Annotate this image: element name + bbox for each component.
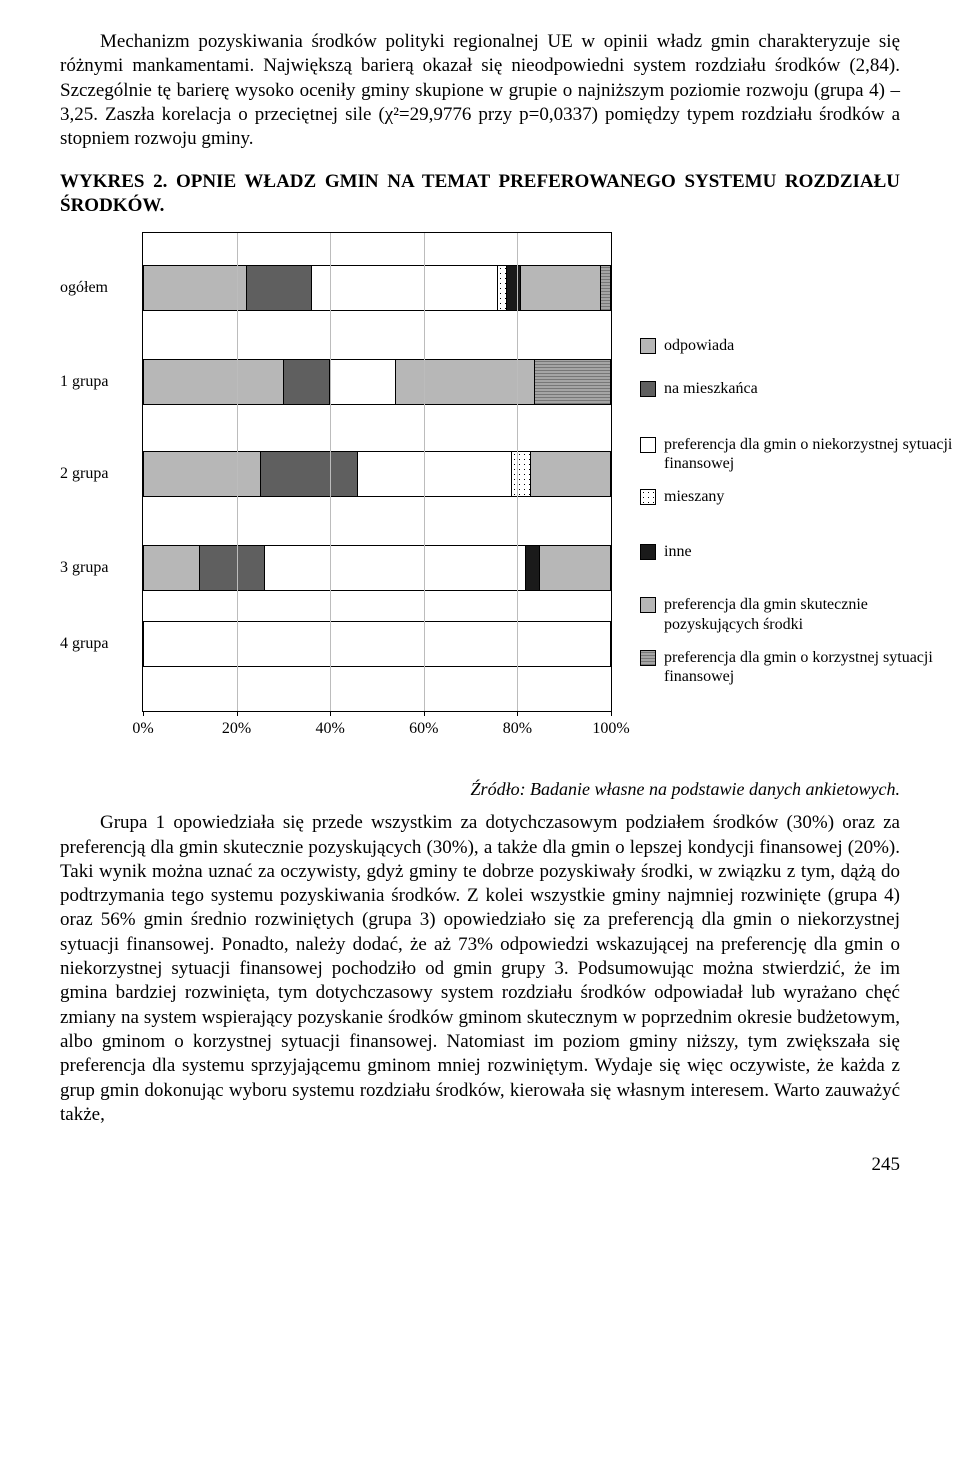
legend-item: mieszany [640,487,960,506]
legend-swatch [640,650,656,666]
bar-segment-pref_niekorzystna [330,360,395,404]
bar-row [143,545,611,591]
category-label: 4 grupa [60,634,136,654]
bar-segment-pref_niekorzystna [312,266,498,310]
bar-segment-odpowiada [144,546,200,590]
bar-segment-pref_niekorzystna [265,546,526,590]
bar-segment-pref_skuteczne [540,546,610,590]
bar-row [143,621,611,667]
category-label: 3 grupa [60,558,136,578]
legend-swatch [640,338,656,354]
gridline [330,233,331,711]
x-tick-label: 100% [592,719,629,739]
x-tick-label: 40% [316,719,345,739]
gridline [517,233,518,711]
legend-item: odpowiada [640,336,960,355]
bar-segment-na_mieszkanca [247,266,312,310]
legend-swatch [640,597,656,613]
bar-segment-na_mieszkanca [200,546,265,590]
bar-segment-na_mieszkanca [284,360,331,404]
chart-plot-area: 0%20%40%60%80%100% [142,232,612,712]
page-number: 245 [60,1153,900,1177]
category-label: 1 grupa [60,372,136,392]
legend-swatch [640,381,656,397]
bar-row [143,359,611,405]
chart-source: Źródło: Badanie własne na podstawie dany… [60,778,900,801]
category-label: ogółem [60,278,136,298]
bar-segment-pref_niekorzystna [144,622,610,666]
gridline [424,233,425,711]
legend-item: na mieszkańca [640,379,960,398]
gridline [237,233,238,711]
bar-segment-pref_korzystna [601,266,610,310]
bar-segment-inne [526,546,540,590]
bar-segment-mieszany [498,266,507,310]
bar-segment-odpowiada [144,266,247,310]
legend-label: preferencja dla gmin skutecznie pozyskuj… [664,595,960,633]
legend-item: preferencja dla gmin o korzystnej sytuac… [640,648,960,686]
chart-2: 0%20%40%60%80%100% ogółem1 grupa2 grupa3… [60,232,900,772]
legend-label: preferencja dla gmin o niekorzystnej syt… [664,435,960,473]
bar-segment-na_mieszkanca [261,452,359,496]
bar-segment-pref_niekorzystna [358,452,512,496]
legend-item: preferencja dla gmin o niekorzystnej syt… [640,435,960,473]
bar-segment-pref_skuteczne [531,452,610,496]
chart-heading: WYKRES 2. OPNIE WŁADZ GMIN NA TEMAT PREF… [60,170,900,219]
legend-label: preferencja dla gmin o korzystnej sytuac… [664,648,960,686]
bar-segment-odpowiada [144,452,261,496]
chart-legend: odpowiada na mieszkańca preferencja dla gm… [640,336,960,700]
bar-segment-pref_skuteczne [396,360,536,404]
paragraph-1: Mechanizm pozyskiwania środków polityki … [60,30,900,152]
bar-segment-mieszany [512,452,531,496]
legend-label: odpowiada [664,336,960,355]
x-tick-label: 0% [132,719,153,739]
legend-label: mieszany [664,487,960,506]
legend-swatch [640,489,656,505]
bar-segment-pref_skuteczne [521,266,600,310]
bar-segment-pref_korzystna [535,360,610,404]
x-tick-label: 20% [222,719,251,739]
x-tick-label: 60% [409,719,438,739]
legend-item: inne [640,542,960,561]
legend-swatch [640,437,656,453]
bar-row [143,265,611,311]
legend-item: preferencja dla gmin skutecznie pozyskuj… [640,595,960,633]
x-tick-label: 80% [503,719,532,739]
bar-segment-odpowiada [144,360,284,404]
paragraph-2: Grupa 1 opowiedziała się przede wszystki… [60,811,900,1127]
bar-row [143,451,611,497]
legend-label: na mieszkańca [664,379,960,398]
category-label: 2 grupa [60,464,136,484]
legend-label: inne [664,542,960,561]
bar-segment-inne [507,266,521,310]
legend-swatch [640,544,656,560]
